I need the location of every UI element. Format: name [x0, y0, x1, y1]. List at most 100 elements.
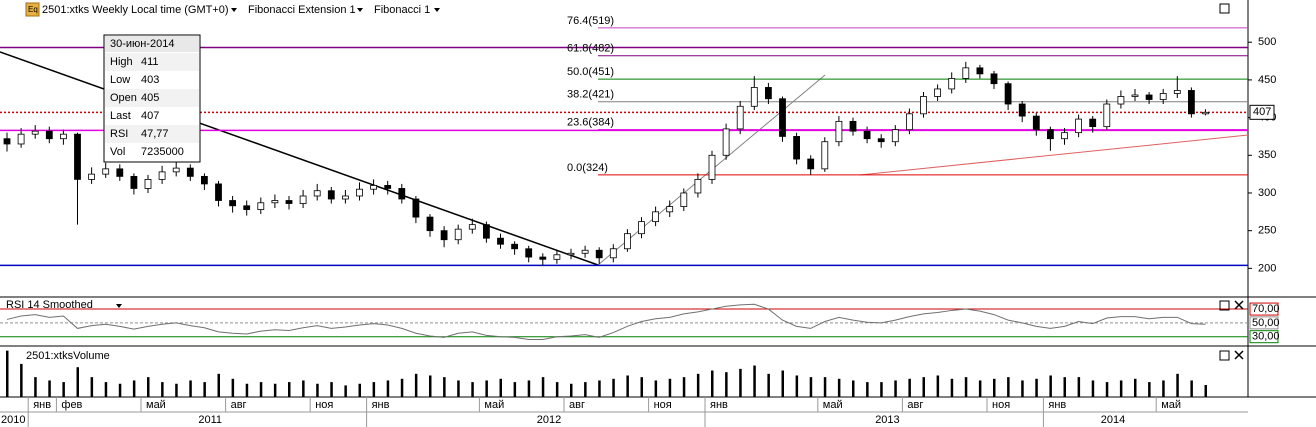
candle-body: [793, 136, 800, 160]
candle-body: [891, 129, 899, 143]
maximize-button[interactable]: [1219, 300, 1230, 311]
candle-body: [807, 158, 815, 170]
fibonacci-menu[interactable]: Fibonacci 1: [374, 4, 430, 16]
maximize-button[interactable]: [1219, 350, 1230, 361]
candle-body: [962, 67, 970, 79]
volume-bar: [993, 378, 996, 397]
volume-bar: [654, 380, 658, 397]
tooltip-value: 405: [141, 92, 159, 104]
fib-level-label: 61.8(482): [567, 43, 614, 55]
tooltip-value: 47,77: [141, 128, 169, 140]
volume-bar: [443, 377, 446, 397]
volume-bar: [541, 377, 545, 397]
dropdown-arrow[interactable]: [357, 8, 363, 12]
close-button[interactable]: [1234, 350, 1244, 360]
tooltip-value: 7235000: [141, 146, 184, 158]
y-tick-label: 300: [1258, 187, 1276, 199]
fib-extension-menu[interactable]: Fibonacci Extension 1: [248, 4, 356, 16]
volume-bar: [118, 383, 122, 397]
y-tick-label: 50,00: [1252, 317, 1280, 329]
year-label: 2014: [1101, 414, 1125, 426]
candle-body: [257, 202, 265, 210]
candle-body: [920, 96, 927, 115]
rsi-title[interactable]: RSI 14 Smoothed: [6, 299, 93, 311]
tooltip-label: High: [110, 56, 133, 68]
candle-body: [1018, 103, 1026, 117]
volume-bar: [1134, 378, 1137, 397]
fib-level-label: 38.2(421): [567, 89, 614, 101]
candle-body: [313, 190, 321, 197]
candle-body: [1131, 94, 1139, 97]
volume-bar: [753, 365, 756, 397]
dropdown-arrow[interactable]: [116, 304, 122, 308]
candle-body: [370, 185, 378, 190]
candle-body: [454, 228, 462, 241]
volume-bar: [1021, 380, 1024, 397]
volume-bar: [837, 378, 841, 397]
volume-bar: [189, 380, 192, 397]
volume-bar: [1176, 373, 1179, 397]
candle-body: [356, 188, 363, 197]
y-tick-label: 250: [1258, 225, 1276, 237]
volume-bar: [809, 377, 813, 397]
candle-body: [934, 88, 941, 97]
volume-bar: [1091, 380, 1095, 397]
candle-body: [102, 168, 110, 175]
volume-bar: [570, 383, 573, 397]
volume-bar: [866, 382, 869, 397]
volume-bar: [429, 375, 432, 397]
volume-bar: [584, 382, 587, 397]
y-tick-label: 350: [1258, 149, 1276, 161]
candle-body: [1004, 83, 1012, 105]
volume-bar: [259, 382, 263, 397]
instrument-menu[interactable]: 2501:xtks Weekly Local time (GMT+0): [42, 4, 229, 16]
eq-icon[interactable]: [25, 2, 40, 17]
candle-body: [553, 254, 561, 260]
candle-body: [299, 195, 307, 204]
volume-bar: [922, 377, 925, 397]
dropdown-arrow[interactable]: [434, 8, 440, 12]
x-tick-label: янв: [33, 399, 51, 411]
volume-bar: [48, 380, 51, 397]
candle-body: [384, 185, 392, 189]
maximize-button[interactable]: [1219, 3, 1230, 14]
volume-bar: [612, 378, 615, 397]
volume-bar: [104, 382, 108, 397]
volume-bar: [217, 373, 220, 397]
volume-bar: [499, 378, 502, 397]
volume-bar: [147, 377, 150, 397]
volume-bar: [132, 380, 136, 397]
volume-bar: [626, 375, 629, 397]
candle-body: [765, 87, 772, 100]
fib-level-label: 23.6(384): [567, 117, 614, 129]
fib-level-label: 76.4(519): [567, 15, 614, 27]
rsi-label-box: [1249, 316, 1279, 330]
close-button[interactable]: [1234, 300, 1244, 310]
candle-body: [215, 183, 222, 201]
volume-bar: [400, 378, 404, 397]
candle-body: [511, 243, 519, 250]
dropdown-arrow[interactable]: [231, 8, 237, 12]
fib-level-label: 0.0(324): [567, 162, 608, 174]
candle-body: [708, 154, 716, 180]
candle-body: [440, 230, 448, 241]
x-tick-label: янв: [710, 399, 728, 411]
x-tick-label: авг: [231, 399, 247, 411]
volume-bar: [203, 382, 206, 397]
candle-body: [45, 130, 53, 140]
candle-body: [468, 224, 476, 230]
volume-bar: [386, 380, 390, 397]
x-tick-label: авг: [569, 399, 585, 411]
candle-body: [736, 105, 744, 130]
volume-bar: [852, 380, 855, 397]
trend-line: [0, 51, 599, 266]
year-label: 2013: [875, 414, 899, 426]
volume-bar: [161, 382, 164, 397]
last-price-box: [1249, 104, 1275, 120]
x-tick-label: ноя: [992, 399, 1010, 411]
volume-bar: [1162, 380, 1165, 397]
candle-body: [990, 73, 998, 85]
tooltip-label: Low: [110, 74, 130, 86]
volume-bar: [978, 380, 982, 397]
